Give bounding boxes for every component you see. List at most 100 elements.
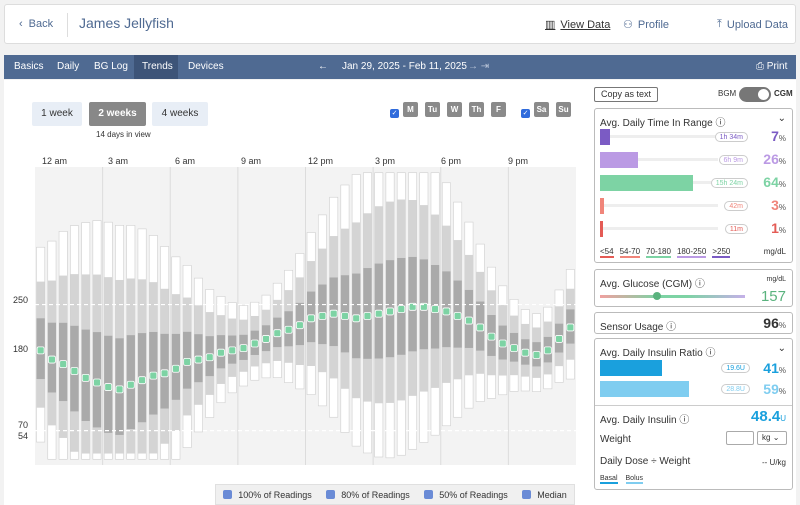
view-data-link[interactable]: ▥ View Data — [545, 18, 611, 32]
median-point — [453, 312, 462, 320]
median-point — [476, 323, 485, 332]
range-4-weeks[interactable]: 4 weeks — [152, 102, 208, 126]
day-saturday[interactable]: Sa — [534, 102, 549, 117]
range-1-week[interactable]: 1 week — [32, 102, 82, 126]
tir-bar-row: 1h 34m — [600, 129, 748, 145]
tir-title: Avg. Daily Time In Range ⓘ — [600, 118, 726, 129]
legend-median[interactable]: Median — [522, 490, 567, 500]
upload-data-link[interactable]: ⤒ Upload Data — [717, 18, 789, 31]
day-tuesday[interactable]: Tu — [425, 102, 440, 117]
tir-bar-row: 6h 9m — [600, 152, 748, 168]
median-point — [318, 312, 327, 320]
median-point — [543, 346, 552, 355]
day-friday[interactable]: F — [491, 102, 506, 117]
avg-glucose-value: 157 — [760, 288, 786, 305]
tab-bg-log[interactable]: BG Log — [94, 61, 128, 72]
tab-basics[interactable]: Basics — [14, 61, 44, 72]
weight-input[interactable] — [726, 431, 754, 445]
x-tick: 6 am — [175, 156, 196, 166]
legend-50[interactable]: 50% of Readings — [424, 490, 508, 500]
tir-pct: 26% — [763, 151, 786, 167]
day-wednesday[interactable]: W — [447, 102, 462, 117]
upload-icon: ⤒ — [717, 18, 722, 30]
day-thursday[interactable]: Th — [469, 102, 484, 117]
tab-devices[interactable]: Devices — [188, 61, 224, 72]
sensor-usage-panel: Sensor Usage ⓘ 96% — [594, 312, 793, 334]
insulin-title: Avg. Daily Insulin Ratio ⓘ — [600, 348, 716, 359]
insulin-panel: Avg. Daily Insulin Ratio ⓘ ⌄ 19.6U 41% 2… — [594, 338, 793, 490]
tir-bar — [600, 221, 603, 237]
avg-glucose-panel: Avg. Glucose (CGM) ⓘ mg/dL 157 — [594, 269, 793, 307]
print-button[interactable]: ⎙ Print — [756, 61, 788, 72]
basal-bar — [600, 360, 662, 376]
median-point — [205, 353, 214, 362]
legend-100[interactable]: 100% of Readings — [223, 490, 312, 500]
tir-legend-item: 70-180 — [646, 247, 671, 258]
tab-trends[interactable]: Trends — [134, 55, 178, 79]
median-point — [295, 321, 304, 330]
units-label: mg/dL — [763, 247, 786, 256]
y-tick: 250 — [12, 295, 28, 305]
x-tick: 6 pm — [441, 156, 462, 166]
top-header: ‹ Back James Jellyfish ▥ View Data ⚇ Profi… — [4, 4, 796, 44]
range-2-weeks[interactable]: 2 weeks — [89, 102, 146, 126]
x-tick: 12 pm — [308, 156, 334, 166]
checkbox-icon — [223, 490, 233, 499]
median-point — [363, 312, 372, 320]
median-point — [532, 351, 541, 359]
tir-legend-item: >250 — [712, 247, 731, 258]
median-point — [36, 346, 45, 355]
tir-legend-item: 180-250 — [676, 247, 707, 258]
glucose-marker — [653, 292, 661, 300]
median-point — [352, 314, 361, 323]
median-point — [183, 357, 192, 366]
median-point — [273, 329, 282, 338]
chart-legend: 100% of Readings 80% of Readings 50% of … — [215, 484, 575, 505]
chevron-down-icon[interactable]: ⌄ — [777, 113, 786, 124]
median-point — [284, 325, 293, 334]
tir-bar — [600, 129, 611, 145]
median-point — [149, 371, 158, 380]
avg-glucose-title: Avg. Glucose (CGM) ⓘ — [600, 279, 705, 290]
median-point — [555, 335, 563, 343]
weight-unit-select[interactable]: kg ⌄ — [757, 431, 787, 445]
dose-label: Daily Dose ÷ Weight — [600, 456, 691, 467]
x-tick: 3 am — [108, 156, 129, 166]
tir-bar — [600, 175, 693, 191]
tir-pct: 3% — [771, 197, 786, 213]
tab-daily[interactable]: Daily — [57, 61, 80, 72]
divider — [67, 13, 68, 37]
weekends-checkbox[interactable]: ✓ — [521, 109, 530, 118]
basal-pct: 41% — [763, 360, 786, 376]
days-in-view: 14 days in view — [96, 130, 151, 139]
avg-insulin-title: Avg. Daily Insulin ⓘ — [600, 415, 690, 426]
legend-80[interactable]: 80% of Readings — [326, 490, 410, 500]
prev-arrow-icon[interactable]: ← — [318, 61, 328, 72]
tir-track — [600, 204, 718, 207]
tir-track — [600, 227, 718, 230]
median-point — [329, 309, 338, 318]
back-button[interactable]: ‹ Back — [19, 18, 54, 30]
chevron-left-icon: ‹ — [19, 18, 23, 30]
info-icon: ⓘ — [705, 348, 716, 359]
tir-duration: 15h 24m — [710, 178, 748, 188]
profile-link[interactable]: ⚇ Profile — [623, 18, 670, 32]
bgm-cgm-toggle[interactable] — [739, 87, 771, 102]
legend-basal: Basal — [600, 475, 618, 484]
copy-as-text-button[interactable]: Copy as text — [594, 87, 659, 102]
tir-duration: 6h 9m — [718, 155, 748, 165]
basal-units: 19.6U — [721, 363, 750, 373]
x-tick: 9 pm — [508, 156, 529, 166]
day-monday[interactable]: M — [403, 102, 418, 117]
bolus-units: 28.8U — [721, 384, 750, 394]
tir-pct: 1% — [771, 220, 786, 236]
weekdays-checkbox[interactable]: ✓ — [390, 109, 399, 118]
median-point — [126, 380, 135, 389]
median-point — [104, 383, 113, 391]
next-arrow-icon[interactable]: → ⇥ — [468, 61, 490, 72]
median-point — [510, 344, 518, 352]
nav-bar: Basics Daily BG Log Trends Devices ← Jan… — [4, 55, 796, 79]
chevron-down-icon[interactable]: ⌄ — [777, 343, 786, 354]
insulin-legend: Basal Bolus — [600, 475, 644, 484]
day-sunday[interactable]: Su — [556, 102, 571, 117]
